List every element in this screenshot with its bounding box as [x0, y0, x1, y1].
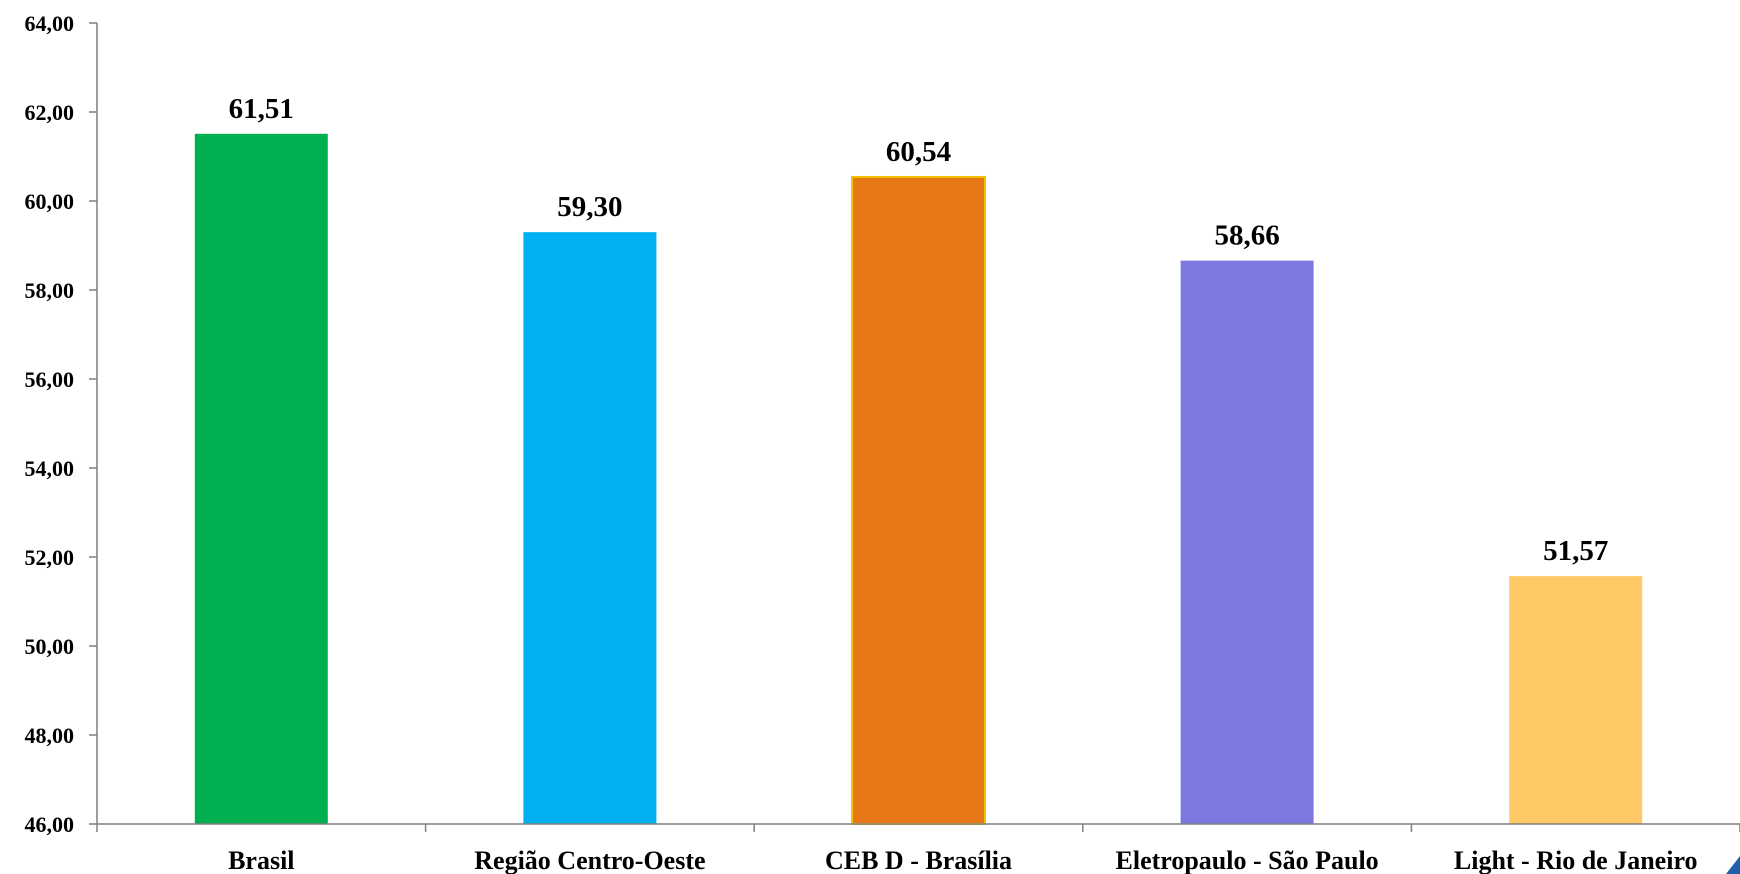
category-label: CEB D - Brasília: [825, 846, 1012, 874]
y-tick-label: 58,00: [25, 278, 75, 303]
data-labels-group: 61,51 59,30 60,54 58,66 51,57: [229, 93, 1609, 567]
category-label: Eletropaulo - São Paulo: [1116, 846, 1379, 874]
y-tick-label: 62,00: [25, 100, 75, 125]
x-axis-labels: Brasil Região Centro-Oeste CEB D - Brasíli…: [228, 846, 1697, 874]
bar-value-label: 59,30: [557, 191, 622, 223]
bar-value-label: 51,57: [1543, 535, 1608, 567]
y-tick-label: 50,00: [25, 634, 75, 659]
y-tick-label: 64,00: [25, 11, 75, 36]
y-tick-label: 56,00: [25, 367, 75, 392]
bar-value-label: 58,66: [1214, 220, 1279, 252]
category-label: Light - Rio de Janeiro: [1454, 846, 1698, 874]
bars-group: [194, 133, 1643, 826]
y-tick-label: 54,00: [25, 456, 75, 481]
y-tick-label: 52,00: [25, 545, 75, 570]
bar: [851, 175, 986, 826]
y-axis-ticks: 46,00 48,00 50,00 52,00 54,00 56,00 58,00 60,00…: [25, 11, 97, 837]
y-tick-label: 46,00: [25, 812, 75, 837]
bar-value-label: 60,54: [886, 136, 951, 168]
bar: [523, 232, 657, 824]
bar: [1180, 260, 1314, 824]
bar-value-label: 61,51: [229, 93, 294, 125]
x-axis-ticks: [96, 824, 1740, 832]
bar: [194, 133, 328, 824]
bar: [1509, 576, 1643, 824]
y-tick-label: 60,00: [25, 189, 75, 214]
category-label: Brasil: [228, 846, 294, 874]
y-tick-label: 48,00: [25, 723, 75, 748]
category-label: Região Centro-Oeste: [474, 846, 705, 874]
